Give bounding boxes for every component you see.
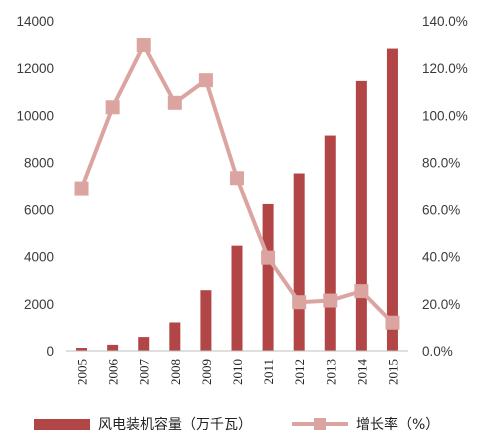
bar [231, 245, 243, 351]
x-axis-ticks: 2005 2006 2007 2008 2009 2010 2011 2012 2013 2014… [75, 359, 401, 386]
legend-item-bar: 风电装机容量（万千瓦） [34, 414, 252, 434]
x-tick-label: 2009 [199, 359, 214, 385]
right-tick-label: 100.0% [422, 108, 468, 123]
left-axis-ticks: 0 2000 4000 6000 8000 10000 12000 14000 [16, 14, 54, 359]
bar [386, 48, 398, 351]
growth-marker [230, 171, 244, 186]
left-tick-label: 8000 [24, 155, 54, 170]
bar-series [76, 48, 398, 351]
growth-marker [136, 38, 151, 53]
legend: 风电装机容量（万千瓦） 增长率（%） [0, 410, 483, 440]
x-tick-label: 2011 [261, 359, 276, 385]
x-tick-label: 2014 [354, 359, 369, 386]
x-tick-label: 2013 [323, 359, 338, 385]
bar [200, 290, 212, 351]
bar [293, 173, 305, 351]
right-axis-ticks: 0.0% 20.0% 40.0% 60.0% 80.0% 100.0% 120.0% 140.… [422, 14, 468, 359]
x-tick-label: 2015 [385, 359, 400, 385]
legend-line-swatch [292, 417, 348, 431]
bar [138, 337, 150, 351]
x-tick-label: 2008 [168, 359, 183, 385]
right-tick-label: 140.0% [422, 14, 468, 29]
right-tick-label: 20.0% [422, 297, 460, 312]
x-tick-label: 2006 [106, 359, 121, 386]
x-tick-label: 2005 [75, 359, 90, 385]
left-tick-label: 10000 [16, 108, 54, 123]
growth-marker [354, 284, 369, 299]
left-tick-label: 12000 [16, 61, 54, 76]
right-tick-label: 80.0% [422, 155, 460, 170]
bar [324, 135, 336, 351]
left-tick-label: 2000 [24, 297, 54, 312]
x-tick-label: 2010 [230, 359, 245, 385]
right-tick-label: 0.0% [422, 344, 453, 359]
growth-marker [323, 293, 338, 308]
left-tick-label: 14000 [16, 14, 54, 29]
bar [355, 80, 367, 351]
right-tick-label: 120.0% [422, 61, 468, 76]
left-tick-label: 0 [46, 344, 54, 359]
right-tick-label: 60.0% [422, 203, 460, 218]
left-tick-label: 6000 [24, 203, 54, 218]
growth-marker [261, 250, 276, 265]
bar [76, 348, 88, 351]
growth-marker [74, 181, 89, 196]
bar [262, 203, 274, 351]
left-tick-label: 4000 [24, 250, 54, 265]
x-tick-label: 2012 [292, 359, 307, 385]
growth-marker [167, 95, 182, 110]
bar [169, 322, 181, 351]
bar [107, 344, 119, 351]
growth-marker [105, 100, 120, 115]
line-series [74, 38, 400, 330]
growth-marker [385, 315, 400, 330]
growth-marker [292, 295, 307, 310]
legend-bar-label: 风电装机容量（万千瓦） [98, 417, 252, 433]
right-tick-label: 40.0% [422, 250, 460, 265]
growth-marker [198, 73, 213, 88]
legend-item-line: 增长率（%） [292, 414, 439, 434]
legend-line-label: 增长率（%） [356, 417, 440, 433]
legend-bar-swatch [34, 418, 90, 430]
x-tick-label: 2007 [137, 359, 152, 386]
